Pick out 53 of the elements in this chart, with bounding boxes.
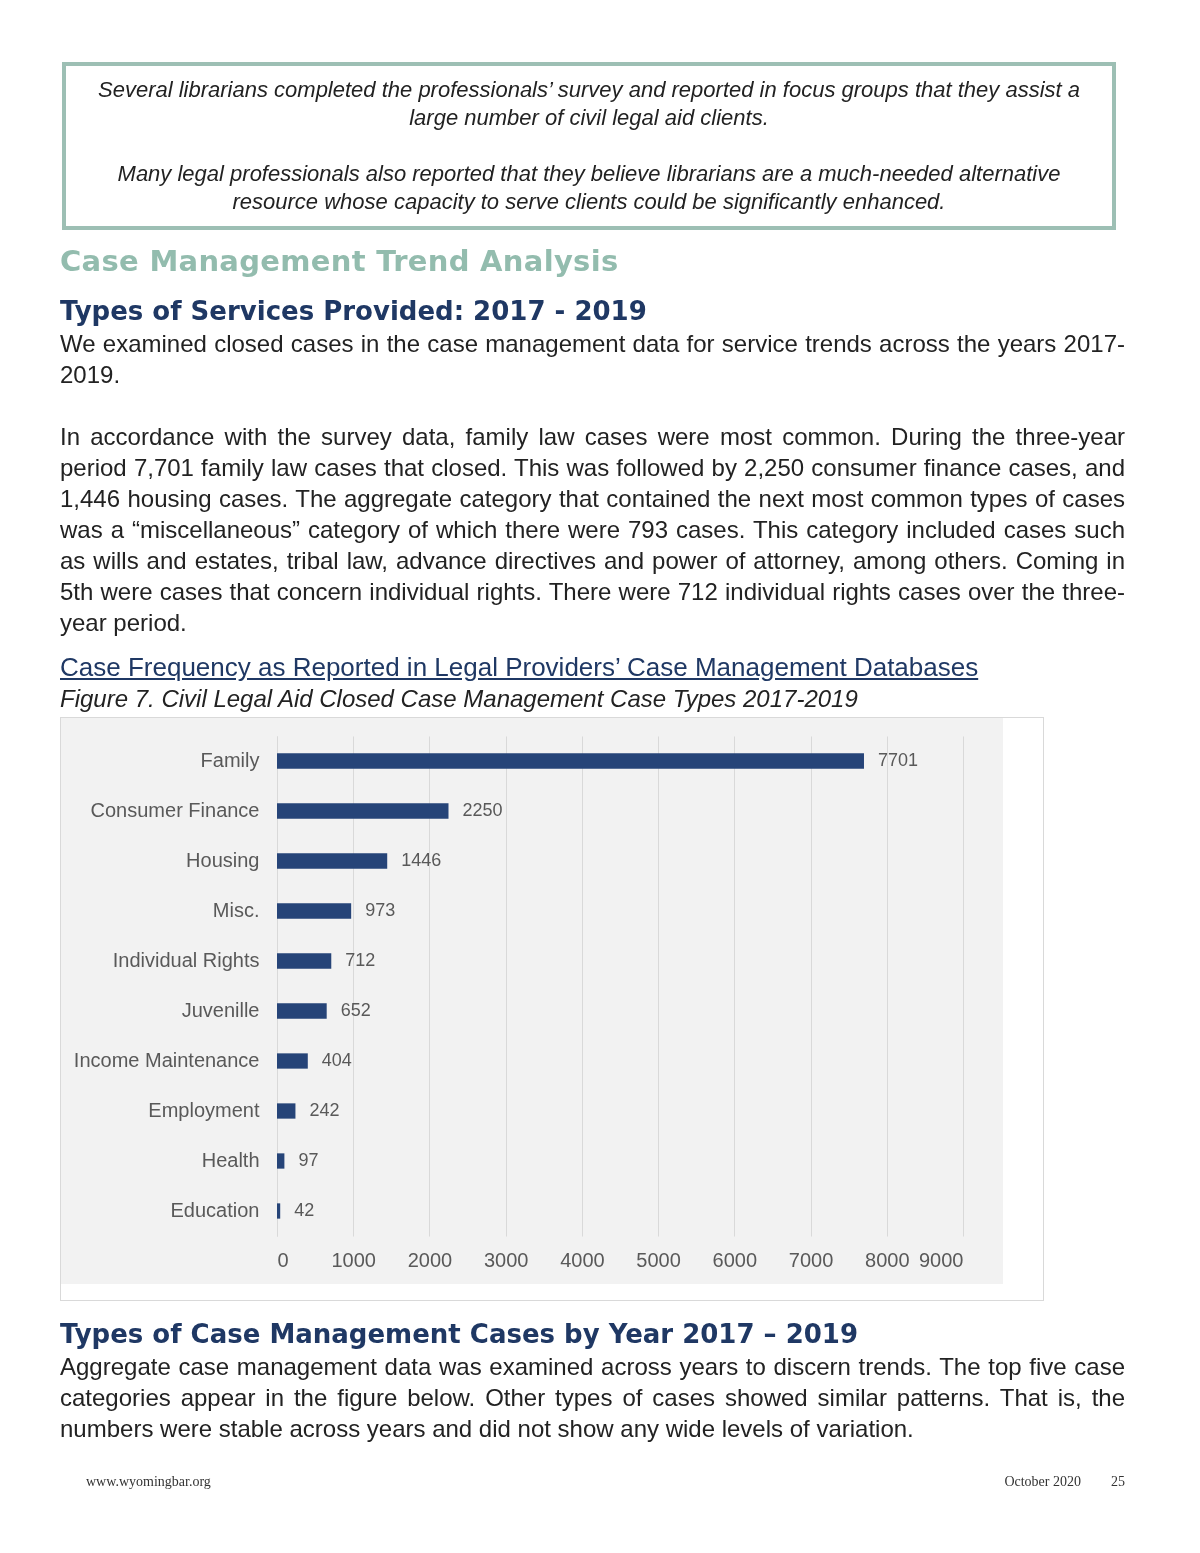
- x-tick-label: 7000: [788, 1248, 834, 1271]
- y-tick-label: Juvenille: [181, 999, 260, 1021]
- data-label: 97: [298, 1150, 319, 1170]
- y-tick-label: Consumer Finance: [90, 799, 260, 821]
- data-label: 7701: [877, 750, 919, 770]
- text: Several librarians completed the professionals’ survey and reported in focus groups that they assist a large number of civil legal aid clients.: [97, 76, 1081, 132]
- chart-title: Case Frequency as Reported in Legal Providers’ Case Management Databases: [60, 652, 980, 683]
- bar: [277, 1003, 327, 1019]
- bar: [277, 803, 449, 819]
- x-tick-label: 2000: [407, 1248, 453, 1271]
- data-label: 242: [309, 1100, 340, 1120]
- y-tick-label: Employment: [148, 1099, 260, 1121]
- text: October 2020: [1004, 1474, 1081, 1490]
- x-tick-label: 8000: [865, 1248, 910, 1271]
- text: Types of Services Provided: 2017 - 2019: [60, 296, 648, 326]
- x-tick-label: 6000: [712, 1248, 758, 1271]
- text: www.wyomingbar.org: [86, 1474, 212, 1490]
- y-tick-label: Family: [200, 749, 260, 771]
- y-tick-label: Misc.: [212, 899, 260, 921]
- data-label: 1446: [401, 850, 442, 870]
- bar: [277, 753, 864, 769]
- data-label: 2250: [462, 800, 503, 820]
- y-tick-label: Income Maintenance: [73, 1049, 260, 1071]
- x-tick-label: 3000: [483, 1248, 529, 1271]
- bar: [277, 903, 352, 919]
- data-label: 973: [365, 900, 396, 920]
- data-label: 712: [345, 950, 376, 970]
- data-label: 42: [294, 1200, 315, 1220]
- text: Aggregate case management data was examined across years to discern trends. The top five case categories appear in the figure below. Other types of cases showed similar patterns. That is, the numbers were stable across years and did not show any wide levels of variation.: [60, 1352, 1125, 1444]
- x-tick-label: 5000: [636, 1248, 681, 1271]
- bar: [277, 853, 388, 869]
- x-tick-label: 4000: [560, 1248, 605, 1271]
- text: Types of Case Management Cases by Year 2017 – 2019: [60, 1319, 859, 1349]
- y-tick-label: Individual Rights: [112, 949, 260, 971]
- x-tick-label: 9000: [919, 1248, 964, 1271]
- x-tick-label: 1000: [331, 1248, 376, 1271]
- data-label: 404: [321, 1050, 352, 1070]
- y-tick-label: Housing: [186, 849, 260, 871]
- y-tick-label: Education: [170, 1199, 260, 1221]
- text: We examined closed cases in the case management data for service trends across the years 2017-2019.: [60, 329, 1125, 390]
- bar: [277, 1203, 281, 1219]
- data-label: 652: [340, 1000, 371, 1020]
- text: Many legal professionals also reported that they believe librarians are a much-needed alternative resource whose capacity to serve clients could be significantly enhanced.: [116, 160, 1062, 216]
- bar: [277, 1053, 308, 1069]
- bar: [277, 1153, 285, 1169]
- text: 25: [1111, 1474, 1125, 1490]
- text: Case Management Trend Analysis: [60, 244, 620, 278]
- chart-subtitle: Figure 7. Civil Legal Aid Closed Case Management Case Types 2017-2019: [60, 685, 859, 713]
- x-tick-label: 0: [277, 1248, 289, 1271]
- bar: [277, 953, 332, 969]
- text: In accordance with the survey data, family law cases were most common. During the three-year period 7,701 family law cases that closed. This was followed by 2,250 consumer finance cases, and 1,446 housing cases. The aggregate category that contained the next most common types of cases was a “miscellaneous” category of which there were 793 cases. This category included cases such as wills and estates, tribal law, advance directives and power of attorney, among others. Coming in 5th were cases that concern individual rights. There were 712 individual rights cases over the three-year period.: [60, 422, 1125, 638]
- y-tick-label: Health: [201, 1149, 260, 1171]
- bar: [277, 1103, 296, 1119]
